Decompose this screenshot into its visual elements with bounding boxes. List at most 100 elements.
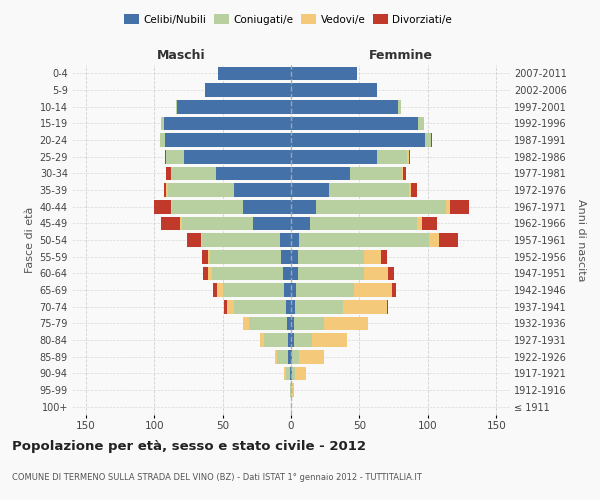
Bar bbox=[291, 283, 296, 297]
Bar bbox=[280, 233, 291, 247]
Bar bbox=[263, 333, 288, 347]
Bar bbox=[164, 116, 291, 130]
Bar bbox=[284, 283, 291, 297]
Bar bbox=[166, 183, 168, 197]
Bar bbox=[202, 250, 208, 264]
Bar bbox=[422, 216, 437, 230]
Bar bbox=[291, 100, 398, 114]
Bar bbox=[290, 383, 291, 397]
Bar bbox=[329, 183, 409, 197]
Bar bbox=[277, 350, 288, 364]
Bar bbox=[324, 316, 368, 330]
Bar bbox=[295, 366, 306, 380]
Bar bbox=[299, 233, 429, 247]
Bar bbox=[291, 183, 329, 197]
Bar bbox=[243, 200, 291, 213]
Bar bbox=[298, 266, 364, 280]
Bar bbox=[181, 216, 253, 230]
Bar bbox=[291, 333, 294, 347]
Y-axis label: Anni di nascita: Anni di nascita bbox=[577, 198, 586, 281]
Bar bbox=[284, 366, 286, 380]
Bar bbox=[180, 216, 181, 230]
Bar bbox=[178, 100, 291, 114]
Bar bbox=[294, 316, 324, 330]
Bar bbox=[291, 216, 310, 230]
Bar bbox=[425, 133, 431, 147]
Bar bbox=[291, 150, 377, 164]
Bar bbox=[291, 383, 294, 397]
Bar bbox=[160, 133, 165, 147]
Bar bbox=[208, 250, 210, 264]
Bar bbox=[283, 266, 291, 280]
Text: Femmine: Femmine bbox=[368, 48, 433, 62]
Bar bbox=[170, 166, 216, 180]
Bar bbox=[291, 166, 350, 180]
Bar bbox=[233, 300, 286, 314]
Bar bbox=[287, 316, 291, 330]
Bar bbox=[409, 150, 410, 164]
Bar bbox=[316, 200, 446, 213]
Bar bbox=[184, 150, 291, 164]
Bar bbox=[166, 166, 170, 180]
Bar bbox=[176, 100, 178, 114]
Bar bbox=[364, 266, 388, 280]
Text: Maschi: Maschi bbox=[157, 48, 206, 62]
Bar bbox=[161, 116, 164, 130]
Bar bbox=[187, 233, 200, 247]
Bar bbox=[166, 150, 184, 164]
Bar bbox=[382, 250, 387, 264]
Bar bbox=[212, 266, 283, 280]
Bar bbox=[286, 366, 290, 380]
Bar bbox=[450, 200, 469, 213]
Bar bbox=[343, 300, 387, 314]
Bar bbox=[210, 250, 281, 264]
Bar bbox=[200, 233, 202, 247]
Bar bbox=[281, 250, 291, 264]
Bar bbox=[398, 100, 401, 114]
Bar bbox=[288, 333, 291, 347]
Bar bbox=[299, 350, 324, 364]
Bar bbox=[291, 316, 294, 330]
Bar bbox=[377, 150, 407, 164]
Bar bbox=[387, 300, 388, 314]
Bar bbox=[298, 250, 364, 264]
Bar bbox=[290, 366, 291, 380]
Bar bbox=[291, 83, 377, 97]
Bar bbox=[208, 266, 212, 280]
Bar bbox=[172, 200, 243, 213]
Bar bbox=[154, 200, 170, 213]
Y-axis label: Fasce di età: Fasce di età bbox=[25, 207, 35, 273]
Bar bbox=[291, 350, 292, 364]
Bar bbox=[412, 183, 417, 197]
Bar bbox=[170, 200, 172, 213]
Bar bbox=[161, 216, 180, 230]
Bar bbox=[223, 283, 284, 297]
Bar bbox=[296, 283, 354, 297]
Bar bbox=[439, 233, 458, 247]
Bar bbox=[291, 300, 295, 314]
Bar bbox=[260, 333, 263, 347]
Bar bbox=[227, 300, 233, 314]
Bar bbox=[291, 366, 292, 380]
Bar bbox=[294, 333, 311, 347]
Bar bbox=[403, 166, 406, 180]
Bar bbox=[291, 233, 299, 247]
Bar bbox=[164, 183, 166, 197]
Bar bbox=[295, 300, 343, 314]
Bar bbox=[407, 150, 409, 164]
Bar bbox=[248, 316, 287, 330]
Bar bbox=[291, 66, 357, 80]
Bar bbox=[291, 200, 316, 213]
Bar bbox=[446, 200, 450, 213]
Bar bbox=[217, 283, 223, 297]
Bar bbox=[429, 233, 439, 247]
Bar bbox=[409, 183, 412, 197]
Bar bbox=[165, 150, 166, 164]
Bar bbox=[243, 316, 248, 330]
Bar bbox=[292, 366, 295, 380]
Bar bbox=[291, 133, 425, 147]
Bar bbox=[165, 133, 291, 147]
Bar bbox=[205, 83, 291, 97]
Bar bbox=[224, 300, 227, 314]
Bar bbox=[291, 266, 298, 280]
